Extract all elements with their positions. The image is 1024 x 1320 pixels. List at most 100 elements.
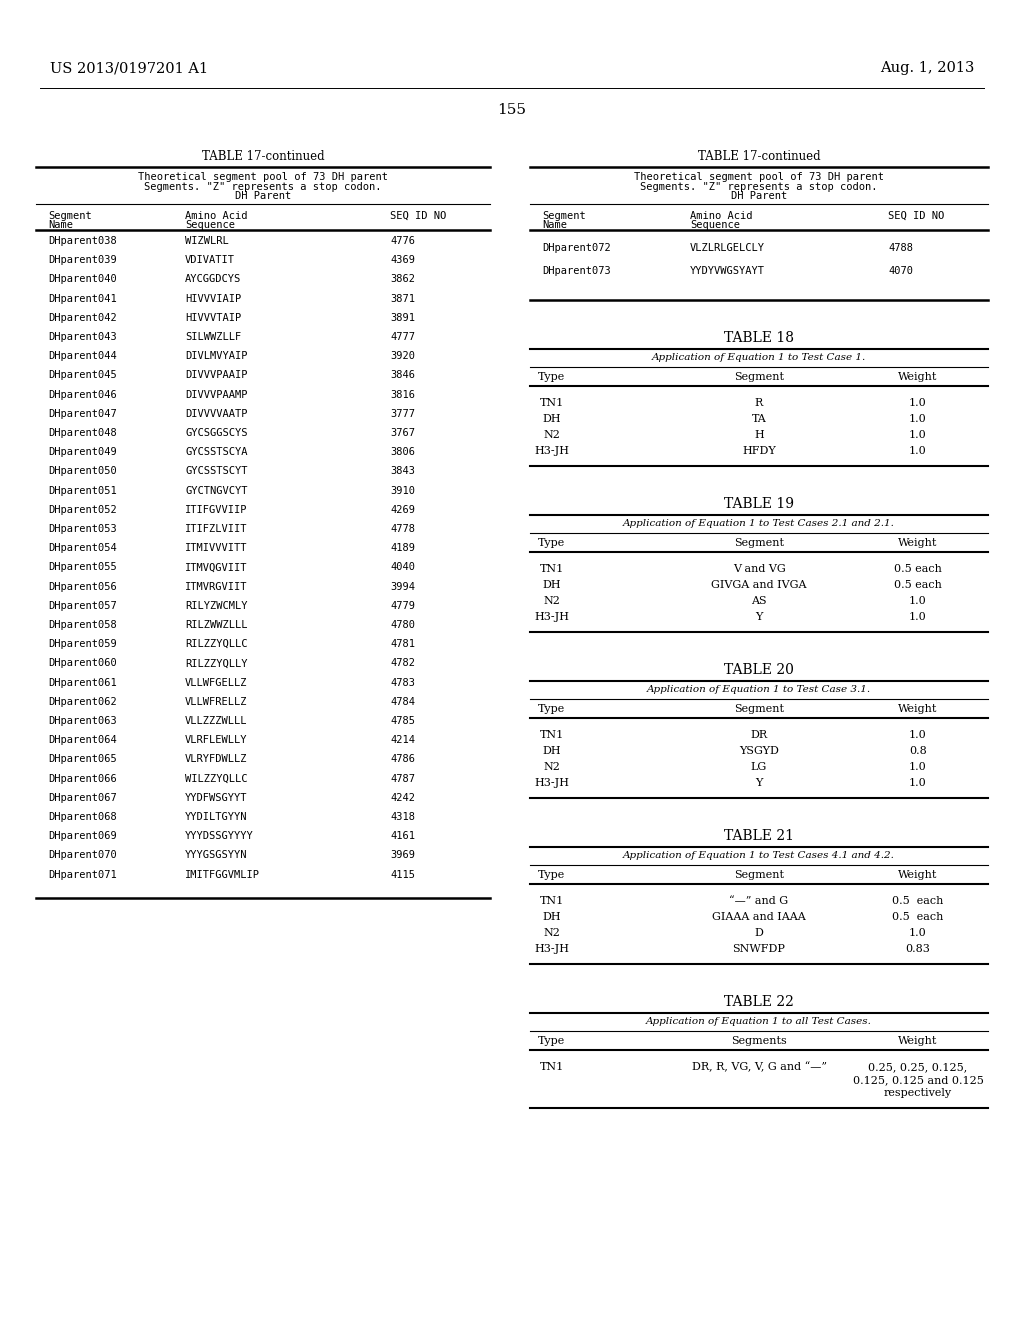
Text: DIVVVVAATP: DIVVVVAATP <box>185 409 248 418</box>
Text: Application of Equation 1 to all Test Cases.: Application of Equation 1 to all Test Ca… <box>646 1018 872 1027</box>
Text: YYYGSGSYYN: YYYGSGSYYN <box>185 850 248 861</box>
Text: TN1: TN1 <box>540 730 564 741</box>
Text: H3-JH: H3-JH <box>535 446 569 455</box>
Text: DHparent057: DHparent057 <box>48 601 117 611</box>
Text: TN1: TN1 <box>540 564 564 574</box>
Text: 3777: 3777 <box>390 409 415 418</box>
Text: 4777: 4777 <box>390 333 415 342</box>
Text: 4161: 4161 <box>390 832 415 841</box>
Text: 3767: 3767 <box>390 428 415 438</box>
Text: GIVGA and IVGA: GIVGA and IVGA <box>712 579 807 590</box>
Text: DHparent041: DHparent041 <box>48 293 117 304</box>
Text: 1.0: 1.0 <box>909 597 927 606</box>
Text: GYCSSTSCYA: GYCSSTSCYA <box>185 447 248 457</box>
Text: 3816: 3816 <box>390 389 415 400</box>
Text: GYCTNGVCYT: GYCTNGVCYT <box>185 486 248 495</box>
Text: Weight: Weight <box>898 704 938 714</box>
Text: RILYZWCMLY: RILYZWCMLY <box>185 601 248 611</box>
Text: 4786: 4786 <box>390 755 415 764</box>
Text: 4787: 4787 <box>390 774 415 784</box>
Text: WILZZYQLLC: WILZZYQLLC <box>185 774 248 784</box>
Text: DHparent065: DHparent065 <box>48 755 117 764</box>
Text: 1.0: 1.0 <box>909 777 927 788</box>
Text: DHparent046: DHparent046 <box>48 389 117 400</box>
Text: DHparent066: DHparent066 <box>48 774 117 784</box>
Text: Sequence: Sequence <box>690 220 740 230</box>
Text: DHparent042: DHparent042 <box>48 313 117 323</box>
Text: Y: Y <box>756 777 763 788</box>
Text: RILZZYQLLY: RILZZYQLLY <box>185 659 248 668</box>
Text: SNWFDP: SNWFDP <box>732 944 785 954</box>
Text: Theoretical segment pool of 73 DH parent: Theoretical segment pool of 73 DH parent <box>138 172 388 182</box>
Text: 0.125, 0.125 and 0.125: 0.125, 0.125 and 0.125 <box>853 1074 983 1085</box>
Text: YYDILTGYYN: YYDILTGYYN <box>185 812 248 822</box>
Text: DHparent048: DHparent048 <box>48 428 117 438</box>
Text: RILZZYQLLC: RILZZYQLLC <box>185 639 248 649</box>
Text: TABLE 20: TABLE 20 <box>724 663 794 677</box>
Text: R: R <box>755 399 763 408</box>
Text: ITIFZLVIIT: ITIFZLVIIT <box>185 524 248 535</box>
Text: Segments: Segments <box>731 1036 786 1045</box>
Text: HFDY: HFDY <box>742 446 776 455</box>
Text: 1.0: 1.0 <box>909 730 927 741</box>
Text: YSGYD: YSGYD <box>739 746 779 756</box>
Text: 4782: 4782 <box>390 659 415 668</box>
Text: H3-JH: H3-JH <box>535 777 569 788</box>
Text: DHparent061: DHparent061 <box>48 677 117 688</box>
Text: DHparent043: DHparent043 <box>48 333 117 342</box>
Text: WIZWLRL: WIZWLRL <box>185 236 228 246</box>
Text: TABLE 18: TABLE 18 <box>724 331 794 345</box>
Text: 4778: 4778 <box>390 524 415 535</box>
Text: Theoretical segment pool of 73 DH parent: Theoretical segment pool of 73 DH parent <box>634 172 884 182</box>
Text: Type: Type <box>539 870 565 880</box>
Text: DHparent072: DHparent072 <box>542 243 610 253</box>
Text: Name: Name <box>542 220 567 230</box>
Text: DR, R, VG, V, G and “—”: DR, R, VG, V, G and “—” <box>691 1063 826 1073</box>
Text: DHparent058: DHparent058 <box>48 620 117 630</box>
Text: DHparent052: DHparent052 <box>48 504 117 515</box>
Text: 4070: 4070 <box>888 267 913 276</box>
Text: 1.0: 1.0 <box>909 446 927 455</box>
Text: 4040: 4040 <box>390 562 415 573</box>
Text: 4189: 4189 <box>390 544 415 553</box>
Text: Type: Type <box>539 372 565 381</box>
Text: VLRYFDWLLZ: VLRYFDWLLZ <box>185 755 248 764</box>
Text: YYDYVWGSYAYT: YYDYVWGSYAYT <box>690 267 765 276</box>
Text: 3994: 3994 <box>390 582 415 591</box>
Text: N2: N2 <box>544 928 560 939</box>
Text: DH: DH <box>543 414 561 424</box>
Text: VDIVATIT: VDIVATIT <box>185 255 234 265</box>
Text: YYDFWSGYYT: YYDFWSGYYT <box>185 793 248 803</box>
Text: Application of Equation 1 to Test Case 1.: Application of Equation 1 to Test Case 1… <box>652 354 866 363</box>
Text: H3-JH: H3-JH <box>535 612 569 622</box>
Text: 4214: 4214 <box>390 735 415 746</box>
Text: H3-JH: H3-JH <box>535 944 569 954</box>
Text: DH Parent: DH Parent <box>234 191 291 201</box>
Text: Weight: Weight <box>898 539 938 548</box>
Text: Type: Type <box>539 1036 565 1045</box>
Text: 4779: 4779 <box>390 601 415 611</box>
Text: 4369: 4369 <box>390 255 415 265</box>
Text: HIVVVTAIP: HIVVVTAIP <box>185 313 242 323</box>
Text: DHparent055: DHparent055 <box>48 562 117 573</box>
Text: 3969: 3969 <box>390 850 415 861</box>
Text: Segment: Segment <box>542 211 586 220</box>
Text: IMITFGGVMLIP: IMITFGGVMLIP <box>185 870 260 879</box>
Text: 4788: 4788 <box>888 243 913 253</box>
Text: 0.5 each: 0.5 each <box>894 564 942 574</box>
Text: SEQ ID NO: SEQ ID NO <box>888 211 944 220</box>
Text: LG: LG <box>751 762 767 772</box>
Text: 4784: 4784 <box>390 697 415 706</box>
Text: DHparent038: DHparent038 <box>48 236 117 246</box>
Text: DHparent044: DHparent044 <box>48 351 117 362</box>
Text: DHparent047: DHparent047 <box>48 409 117 418</box>
Text: DHparent062: DHparent062 <box>48 697 117 706</box>
Text: DHparent059: DHparent059 <box>48 639 117 649</box>
Text: N2: N2 <box>544 597 560 606</box>
Text: 4776: 4776 <box>390 236 415 246</box>
Text: ITIFGVVIIP: ITIFGVVIIP <box>185 504 248 515</box>
Text: DHparent051: DHparent051 <box>48 486 117 495</box>
Text: 4783: 4783 <box>390 677 415 688</box>
Text: 0.5  each: 0.5 each <box>892 912 944 921</box>
Text: DHparent069: DHparent069 <box>48 832 117 841</box>
